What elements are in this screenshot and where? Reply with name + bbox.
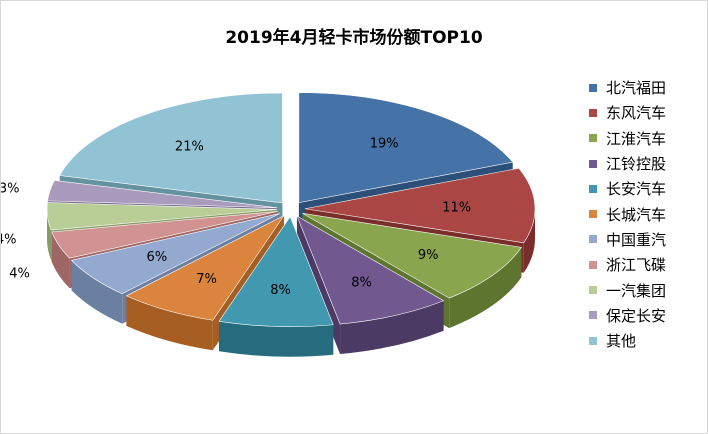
legend-label: 中国重汽 [606, 230, 667, 249]
slice-wall [126, 295, 213, 351]
slice-wall [219, 321, 334, 357]
legend-label: 长安汽车 [606, 180, 667, 199]
legend-label: 保定长安 [606, 306, 667, 325]
legend-label: 江淮汽车 [606, 129, 667, 148]
legend-swatch [589, 235, 597, 244]
slice-wall [71, 260, 123, 324]
legend-item: 江铃控股 [589, 151, 666, 176]
legend-swatch [589, 286, 597, 295]
legend: 北汽福田东风汽车江淮汽车江铃控股长安汽车长城汽车中国重汽浙江飞碟一汽集团保定长安… [589, 75, 666, 353]
slice-wall [51, 231, 70, 289]
pie-slice [218, 216, 334, 327]
legend-label: 长城汽车 [606, 205, 667, 224]
legend-item: 东风汽车 [589, 100, 666, 125]
data-label: 4% [1, 233, 16, 248]
pie-slice [46, 202, 278, 231]
legend-swatch [589, 134, 597, 143]
pie-slice [59, 92, 283, 204]
pie-slice [298, 92, 514, 203]
pie-slice [51, 211, 278, 259]
slice-tops [46, 92, 536, 327]
slice-labels: 19% 11% 9% 8% 8% 7% 6% 4% 4% 3% 21% [1, 137, 471, 299]
pie-slice [125, 215, 285, 321]
data-label: 21% [175, 140, 204, 155]
data-label: 8% [270, 283, 291, 298]
data-label: 9% [418, 248, 439, 263]
legend-swatch [589, 184, 597, 193]
data-label: 4% [9, 266, 30, 281]
legend-item: 浙江飞碟 [589, 252, 666, 277]
legend-item: 北汽福田 [589, 75, 666, 100]
legend-item: 江淮汽车 [589, 126, 666, 151]
legend-label: 其他 [606, 332, 637, 351]
legend-item: 长安汽车 [589, 176, 666, 201]
legend-label: 浙江飞碟 [606, 256, 667, 275]
slice-wall [340, 300, 444, 355]
pie-slice [296, 215, 445, 325]
chart-title: 2019年4月轻卡市场份额TOP10 [225, 28, 483, 48]
data-label: 19% [370, 137, 399, 152]
pie-slice [304, 167, 536, 244]
legend-item: 中国重汽 [589, 227, 666, 252]
data-label: 8% [351, 276, 372, 291]
slice-wall [523, 208, 535, 273]
legend-item: 一汽集团 [589, 277, 666, 302]
legend-item: 保定长安 [589, 303, 666, 328]
legend-swatch [589, 260, 597, 269]
legend-item: 其他 [589, 328, 666, 353]
legend-label: 北汽福田 [606, 79, 667, 98]
legend-item: 长城汽车 [589, 201, 666, 226]
data-label: 11% [442, 200, 471, 215]
data-label: 7% [196, 272, 217, 287]
legend-swatch [589, 210, 597, 219]
pie-slice [70, 213, 280, 295]
legend-label: 江铃控股 [606, 155, 667, 174]
legend-swatch [589, 311, 597, 320]
pie-slice [47, 180, 278, 209]
legend-swatch [589, 336, 597, 345]
slice-wall [47, 209, 52, 261]
data-label: 6% [147, 250, 168, 265]
legend-swatch [589, 159, 597, 168]
legend-label: 一汽集团 [606, 281, 667, 300]
legend-label: 东风汽车 [606, 104, 667, 123]
legend-swatch [589, 83, 597, 92]
pie-slice [302, 213, 522, 299]
legend-swatch [589, 108, 597, 117]
data-label: 3% [1, 181, 19, 196]
